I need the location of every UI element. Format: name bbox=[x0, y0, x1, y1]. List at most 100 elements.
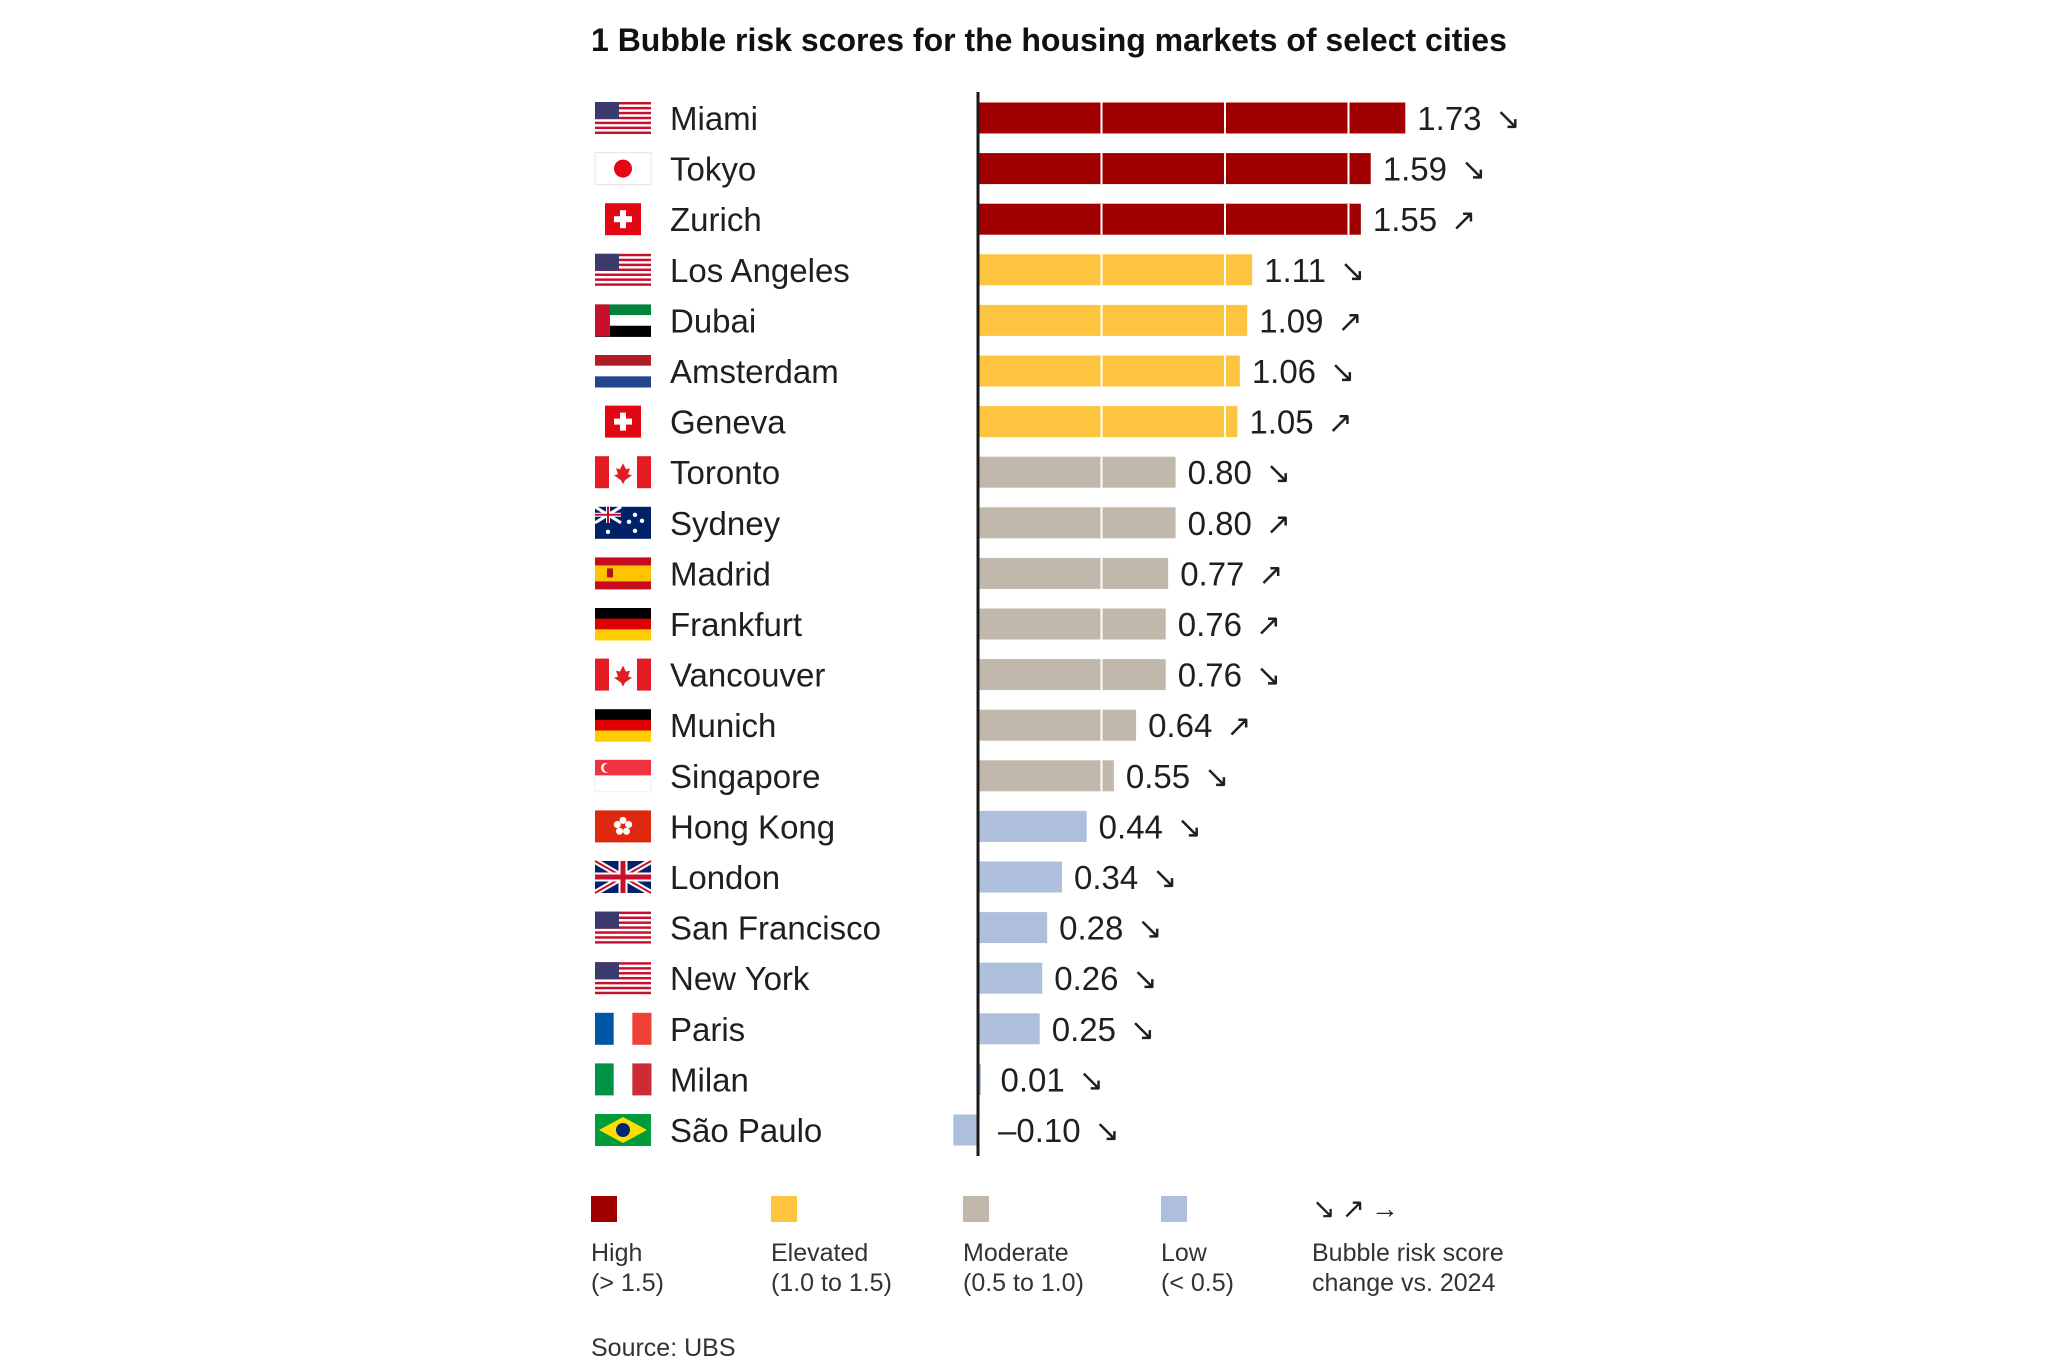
value-label-dubai: 1.09 bbox=[1259, 302, 1323, 339]
value-label-toronto: 0.80 bbox=[1188, 454, 1252, 491]
legend-range-moderate: (0.5 to 1.0) bbox=[963, 1269, 1084, 1297]
flag-fr-icon bbox=[595, 1012, 652, 1045]
legend-label-high: High bbox=[591, 1239, 643, 1267]
trend-arrow-down-icon: ↘ bbox=[1461, 154, 1486, 187]
legend-swatch-high bbox=[591, 1196, 617, 1222]
flag-hk-icon bbox=[595, 810, 651, 843]
trend-arrow-up-icon: ↗ bbox=[1226, 710, 1251, 743]
trend-arrow-up-icon: ↗ bbox=[1451, 204, 1476, 237]
trend-arrow-down-icon: ↘ bbox=[1095, 1115, 1120, 1148]
value-label-frankfurt: 0.76 bbox=[1178, 606, 1242, 643]
city-label-dubai: Dubai bbox=[670, 302, 756, 339]
city-label-zurich: Zurich bbox=[670, 201, 762, 238]
city-label-sydney: Sydney bbox=[670, 505, 781, 542]
legend-trend-label-line1: Bubble risk score bbox=[1312, 1239, 1504, 1267]
flag-us-icon bbox=[595, 253, 651, 286]
legend-item-low: Low (< 0.5) bbox=[1161, 1196, 1234, 1297]
city-label-miami: Miami bbox=[670, 100, 758, 137]
value-label-miami: 1.73 bbox=[1417, 100, 1481, 137]
value-label-sao-paulo: –0.10 bbox=[998, 1112, 1081, 1149]
value-label-sydney: 0.80 bbox=[1188, 505, 1252, 542]
legend-range-elevated: (1.0 to 1.5) bbox=[771, 1269, 892, 1297]
bar-tokyo bbox=[978, 153, 1371, 185]
bar-dubai bbox=[978, 304, 1248, 336]
city-label-singapore: Singapore bbox=[670, 758, 820, 795]
flag-nl-icon bbox=[595, 355, 651, 388]
trend-arrow-down-icon: ↘ bbox=[1496, 103, 1521, 136]
legend-range-low: (< 0.5) bbox=[1161, 1269, 1234, 1297]
city-label-vancouver: Vancouver bbox=[670, 657, 825, 694]
city-label-sao-paulo: São Paulo bbox=[670, 1112, 822, 1149]
bar-sao-paulo bbox=[953, 1114, 978, 1146]
legend-label-elevated: Elevated bbox=[771, 1239, 869, 1267]
city-label-new-york: New York bbox=[670, 960, 810, 997]
flag-ae-icon bbox=[595, 304, 651, 337]
trend-arrow-down-icon: ↘ bbox=[1152, 862, 1177, 895]
legend-item-elevated: Elevated (1.0 to 1.5) bbox=[771, 1196, 892, 1297]
legend-trend-label-line2: change vs. 2024 bbox=[1312, 1269, 1496, 1297]
trend-arrow-down-icon: ↘ bbox=[1340, 255, 1365, 288]
city-label-madrid: Madrid bbox=[670, 555, 771, 592]
bar-san-francisco bbox=[978, 912, 1048, 944]
legend-label-low: Low bbox=[1161, 1239, 1207, 1267]
value-label-tokyo: 1.59 bbox=[1383, 151, 1447, 188]
city-label-paris: Paris bbox=[670, 1011, 745, 1048]
value-label-vancouver: 0.76 bbox=[1178, 657, 1242, 694]
bar-toronto bbox=[978, 456, 1176, 488]
legend-item-moderate: Moderate (0.5 to 1.0) bbox=[963, 1196, 1084, 1297]
bar-vancouver bbox=[978, 659, 1166, 691]
legend-swatch-low bbox=[1161, 1196, 1187, 1222]
source-note: Source: UBS bbox=[591, 1334, 736, 1362]
bar-paris bbox=[978, 1013, 1040, 1045]
legend-trend-arrows-icon: ↘↗→ bbox=[1312, 1193, 1405, 1224]
flag-ch-icon bbox=[605, 405, 641, 438]
city-label-milan: Milan bbox=[670, 1061, 749, 1098]
legend-label-moderate: Moderate bbox=[963, 1239, 1069, 1267]
value-label-amsterdam: 1.06 bbox=[1252, 353, 1316, 390]
value-label-los-angeles: 1.11 bbox=[1264, 252, 1326, 289]
flag-ca-icon bbox=[595, 456, 651, 489]
city-label-geneva: Geneva bbox=[670, 404, 786, 441]
bar-geneva bbox=[978, 406, 1238, 438]
bar-london bbox=[978, 861, 1062, 893]
flag-au-icon bbox=[594, 505, 651, 539]
trend-arrow-up-icon: ↗ bbox=[1266, 508, 1291, 541]
value-label-singapore: 0.55 bbox=[1126, 758, 1190, 795]
bar-munich bbox=[978, 709, 1137, 741]
trend-arrow-down-icon: ↘ bbox=[1177, 811, 1202, 844]
legend-swatch-moderate bbox=[963, 1196, 989, 1222]
flag-ca-icon bbox=[595, 658, 651, 691]
flag-sg-icon bbox=[594, 759, 652, 793]
city-label-hong-kong: Hong Kong bbox=[670, 808, 835, 845]
flag-de-icon bbox=[595, 608, 651, 641]
trend-arrow-up-icon: ↗ bbox=[1337, 305, 1362, 338]
flag-jp-icon bbox=[594, 152, 652, 186]
trend-arrow-down-icon: ↘ bbox=[1204, 761, 1229, 794]
city-label-toronto: Toronto bbox=[670, 454, 780, 491]
trend-arrow-up-icon: ↗ bbox=[1328, 407, 1353, 440]
legend-range-high: (> 1.5) bbox=[591, 1269, 664, 1297]
city-label-munich: Munich bbox=[670, 707, 776, 744]
city-label-san-francisco: San Francisco bbox=[670, 910, 881, 947]
bar-chart: Miami 1.73 ↘ Tokyo 1.59 ↘ Zurich 1.55 ↗ Los Angel… bbox=[593, 92, 1521, 1156]
value-label-paris: 0.25 bbox=[1052, 1011, 1116, 1048]
trend-arrow-up-icon: ↗ bbox=[1258, 558, 1283, 591]
legend-item-high: High (> 1.5) bbox=[591, 1196, 664, 1297]
trend-arrow-down-icon: ↘ bbox=[1130, 1014, 1155, 1047]
value-label-munich: 0.64 bbox=[1148, 707, 1212, 744]
bar-singapore bbox=[978, 760, 1114, 792]
flag-ch-icon bbox=[605, 203, 641, 236]
trend-arrow-down-icon: ↘ bbox=[1266, 457, 1291, 490]
bar-amsterdam bbox=[978, 355, 1240, 387]
bar-frankfurt bbox=[978, 608, 1166, 640]
bar-los-angeles bbox=[978, 254, 1253, 286]
flag-gb-icon bbox=[593, 858, 653, 896]
bar-new-york bbox=[978, 962, 1043, 994]
chart-title: 1 Bubble risk scores for the housing mar… bbox=[591, 22, 1507, 58]
bar-madrid bbox=[978, 557, 1169, 589]
flag-us-icon bbox=[595, 962, 651, 995]
bar-hong-kong bbox=[978, 810, 1087, 842]
flag-es-icon bbox=[595, 557, 651, 590]
city-label-frankfurt: Frankfurt bbox=[670, 606, 802, 643]
value-label-zurich: 1.55 bbox=[1373, 201, 1437, 238]
